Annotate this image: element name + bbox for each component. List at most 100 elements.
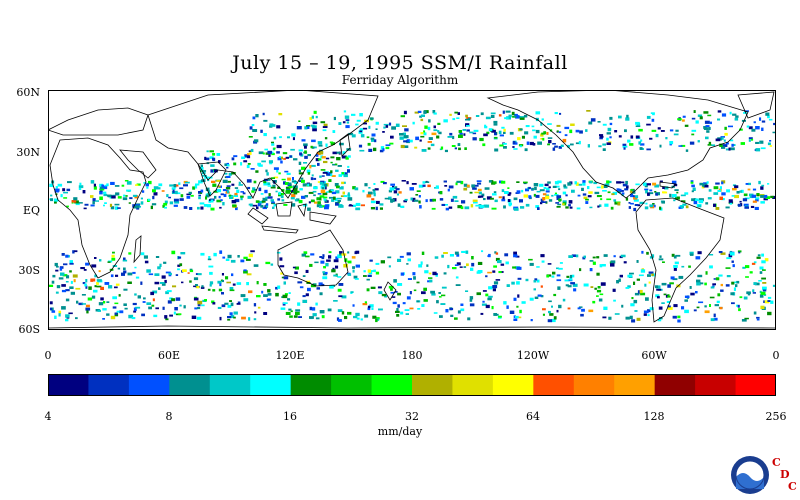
rain-cell	[209, 150, 214, 153]
rain-cell	[409, 307, 414, 310]
rain-cell	[443, 272, 447, 275]
rain-cell	[213, 190, 219, 193]
rain-cell	[90, 195, 94, 198]
rain-cell	[224, 172, 228, 175]
rain-cell	[748, 139, 751, 142]
rain-cell	[110, 274, 114, 278]
rain-cell	[233, 316, 236, 319]
rain-cell	[385, 125, 389, 128]
rain-cell	[639, 201, 645, 204]
rain-cell	[263, 182, 268, 186]
rain-cell	[280, 272, 283, 275]
rain-cell	[205, 157, 210, 161]
rain-cell	[514, 113, 518, 117]
rain-cell	[465, 114, 468, 118]
rain-cell	[218, 195, 221, 199]
rain-cell	[477, 182, 482, 185]
rain-cell	[126, 181, 132, 185]
rain-cell	[392, 296, 396, 298]
rain-cell	[178, 313, 182, 316]
rain-cell	[459, 132, 463, 135]
rain-cell	[728, 253, 733, 258]
rain-cell	[242, 192, 246, 195]
rain-cell	[494, 132, 497, 136]
lat-label-60n: 60N	[16, 86, 40, 99]
rain-cell	[669, 129, 674, 132]
rain-cell	[390, 287, 393, 291]
rain-cell	[557, 286, 561, 290]
rain-cell	[243, 298, 249, 302]
rain-cell	[62, 274, 68, 277]
rain-cell	[254, 311, 257, 314]
rain-cell	[589, 260, 594, 262]
rain-cell	[631, 297, 634, 300]
rain-cell	[246, 164, 250, 169]
rain-cell	[185, 181, 190, 184]
rain-cell	[117, 196, 122, 199]
rain-cell	[253, 303, 257, 307]
rain-cell	[599, 136, 603, 140]
rain-cell	[732, 184, 737, 187]
rain-cell	[169, 201, 174, 205]
rain-cell	[558, 304, 562, 309]
rainfall-map	[48, 90, 776, 330]
rain-cell	[720, 289, 724, 292]
rain-cell	[759, 266, 764, 270]
rain-cell	[414, 146, 418, 149]
rain-cell	[713, 203, 716, 207]
rain-cell	[311, 164, 316, 167]
rain-cell	[627, 285, 631, 288]
rain-cell	[292, 180, 297, 183]
rain-cell	[247, 153, 250, 156]
rain-cell	[368, 187, 371, 189]
rain-cell	[251, 190, 255, 193]
rain-cell	[388, 122, 392, 126]
rain-cell	[210, 169, 215, 173]
rain-cell	[134, 266, 137, 269]
rain-cell	[483, 204, 488, 207]
rain-cell	[471, 256, 474, 260]
rain-cell	[273, 204, 277, 207]
rain-cell	[760, 186, 764, 190]
rain-cell	[545, 195, 550, 200]
rain-cell	[755, 126, 760, 130]
rain-cell	[628, 202, 631, 204]
rain-cell	[326, 172, 331, 176]
rain-cell	[651, 129, 657, 132]
rain-cell	[81, 294, 86, 296]
rain-cell	[157, 266, 161, 270]
rain-cell	[209, 283, 212, 287]
rain-cell	[60, 194, 63, 198]
rain-cell	[227, 254, 232, 259]
colorbar-tick-8: 8	[165, 410, 173, 423]
rain-cell	[684, 124, 689, 127]
rain-cell	[240, 191, 244, 193]
rain-cell	[547, 263, 552, 265]
rain-cell	[104, 282, 110, 285]
rain-cell	[295, 198, 300, 202]
rain-cell	[336, 317, 340, 321]
rain-cell	[339, 253, 343, 256]
rain-cell	[285, 190, 291, 194]
rain-cell	[362, 122, 367, 125]
rain-cell	[570, 123, 575, 126]
rain-cell	[401, 180, 406, 182]
rain-cell	[426, 264, 429, 267]
rain-cell	[343, 264, 348, 268]
rain-cell	[700, 282, 704, 285]
rain-cell	[112, 265, 118, 267]
rain-cell	[575, 142, 580, 145]
rain-cell	[175, 190, 178, 195]
rain-cell	[253, 189, 257, 191]
rain-cell	[368, 271, 373, 275]
rain-cell	[677, 118, 682, 121]
rain-cell	[245, 258, 251, 261]
rain-cell	[137, 295, 141, 299]
rain-cell	[335, 169, 339, 172]
rain-cell	[371, 138, 375, 142]
rain-cell	[488, 295, 493, 298]
rain-cell	[370, 200, 376, 204]
rain-cell	[651, 118, 655, 122]
rain-cell	[759, 294, 764, 298]
rain-cell	[539, 183, 544, 187]
